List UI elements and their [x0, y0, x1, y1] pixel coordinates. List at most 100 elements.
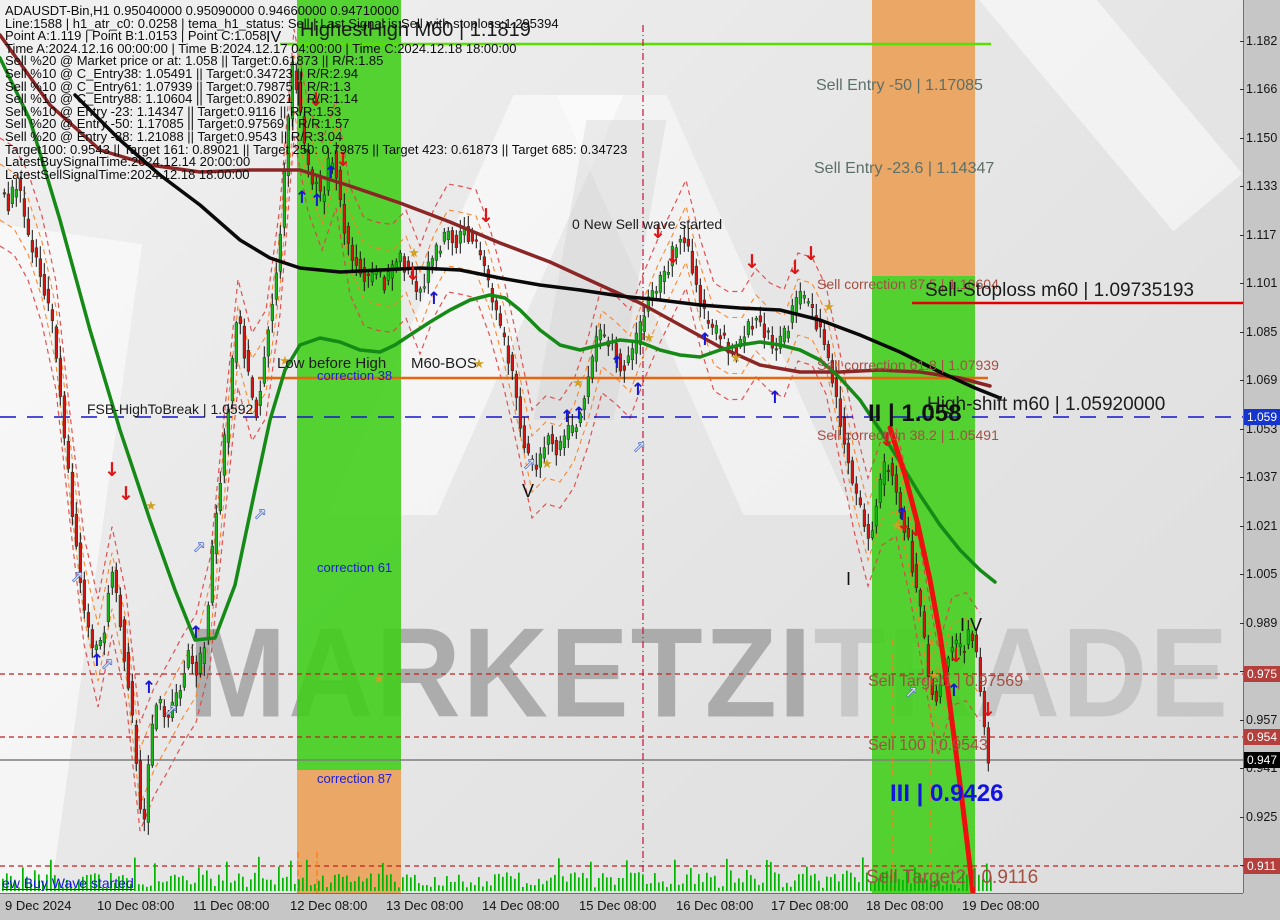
sell-correction-618-label: Sell correction 61.8 | 1.07939: [817, 357, 999, 373]
price-tickmark: [1240, 41, 1244, 42]
info-line-10: Sell %20 @ Entry -88: 1.21088 || Target:…: [5, 128, 343, 144]
sell-correction-382-label: Sell correction 38.2 | 1.05491: [817, 427, 999, 443]
price-tick-1.085: 1.085: [1246, 325, 1278, 339]
info-line-13: LatestSellSignalTime:2024.12.18 18:00:00: [5, 166, 250, 182]
price-tickmark: [1240, 865, 1244, 866]
price-tickmark: [1240, 186, 1244, 187]
candlestick-plot[interactable]: ↓↓↓↓↓↓ ↓ ↓↓↓↓↓↓↓↓↓↑ ↑↑↑↑↑↑↑↑↑↑↑↑↑↑★★★★★★★★★…: [0, 0, 1243, 893]
info-line-6: Sell %10 @ C_Entry61: 1.07939 || Target:…: [5, 78, 351, 94]
sell-entry-50-label: Sell Entry -50 | 1.17085: [816, 77, 983, 94]
date-label: 11 Dec 08:00: [193, 898, 270, 913]
info-line-5: Sell %10 @ C_Entry38: 1.05491 || Target:…: [5, 65, 359, 81]
correction-38-label: correction 38: [317, 368, 393, 383]
svg-text:↑: ↑: [189, 623, 203, 643]
date-label: 16 Dec 08:00: [676, 898, 754, 913]
date-label: 15 Dec 08:00: [579, 898, 657, 913]
svg-text:★: ★: [473, 357, 485, 372]
sell-correction-875-label: Sell correction 87.5 | 1.10604: [817, 276, 999, 292]
price-tickmark: [1240, 720, 1244, 721]
info-line-4: Sell %20 @ Market price or at: 1.058 || …: [5, 53, 384, 69]
price-tick-1.101: 1.101: [1246, 276, 1278, 290]
correction-zone-0: [297, 0, 401, 770]
svg-text:↓: ↓: [803, 243, 819, 265]
svg-text:↑: ↑: [631, 380, 645, 400]
correction-87-label: correction 87: [317, 771, 393, 786]
svg-text:↗: ↗: [192, 538, 205, 557]
price-axis[interactable]: 1.182 1.166 1.150 1.133 1.117 1.101 1.085 1.069…: [1240, 0, 1280, 893]
price-tickmark: [1240, 574, 1244, 575]
price-tick-1.166: 1.166: [1246, 82, 1278, 96]
price-tick-1.117: 1.117: [1246, 228, 1277, 242]
svg-text:↑: ↑: [90, 651, 104, 671]
price-tick-1.005: 1.005: [1246, 567, 1278, 581]
m60-bos-label: M60-BOS: [411, 355, 477, 372]
info-line-12: LatestBuySignalTime:2024.12.14 20:00:00: [5, 154, 251, 170]
svg-text:★: ★: [408, 246, 420, 261]
svg-text:↑: ↑: [427, 289, 441, 309]
svg-text:★: ★: [572, 376, 584, 391]
svg-text:↗: ↗: [522, 455, 535, 474]
sell-target1-label: Sell Target1 | 0.97569: [868, 673, 1024, 690]
svg-text:★: ★: [730, 351, 742, 366]
price-tick-1.133: 1.133: [1246, 179, 1278, 193]
svg-text:↑: ↑: [768, 388, 782, 408]
svg-text:↓: ↓: [665, 246, 681, 268]
svg-text:★: ★: [891, 519, 903, 534]
price-tick-0.957: 0.957: [1246, 713, 1278, 727]
info-line-11: Target100: 0.9543 || Target 161: 0.89021…: [5, 141, 628, 157]
price-tick-1.182: 1.182: [1246, 34, 1278, 48]
fsb-high-label: FSB-HighToBreak | 1.0592: [87, 401, 254, 417]
correction-61-label: correction 61: [317, 560, 393, 575]
sell-100-label: Sell 100 | 0.9543: [868, 737, 988, 754]
price-tick-0.925: 0.925: [1246, 810, 1278, 824]
svg-text:↓: ↓: [879, 429, 895, 451]
time-axis[interactable]: 9 Dec 2024 10 Dec 08:00 11 Dec 08:00 12 Dec…: [0, 893, 1280, 920]
price-tick-1.021: 1.021: [1246, 519, 1278, 533]
price-tickmark: [1240, 671, 1244, 672]
correction-zone-2: [872, 0, 975, 276]
price-tickmark: [1240, 332, 1244, 333]
price-tickmark: [1240, 380, 1244, 381]
svg-text:↗: ↗: [70, 568, 83, 587]
svg-text:↗: ↗: [164, 701, 177, 720]
svg-text:↑: ↑: [324, 163, 338, 183]
svg-text:★: ★: [145, 499, 157, 514]
svg-text:↑: ↑: [560, 407, 574, 427]
wave-i-label: I: [846, 569, 852, 589]
svg-text:↓: ↓: [650, 221, 666, 243]
date-label: 14 Dec 08:00: [482, 898, 560, 913]
wave-iii-label: III | 0.9426: [890, 780, 1004, 807]
info-line-3: Time A:2024.12.16 00:00:00 | Time B:2024…: [5, 40, 517, 56]
svg-text:↗: ↗: [253, 505, 266, 524]
price-tick-1.053: 1.053: [1246, 422, 1278, 436]
svg-text:↓: ↓: [896, 513, 912, 535]
price-tickmark: [1240, 477, 1244, 478]
info-line-0: ADAUSDT-Bin,H1 0.95040000 0.95090000 0.9…: [5, 3, 399, 18]
date-label: 17 Dec 08:00: [771, 898, 849, 913]
info-line-2: Point A:1.119 | Point B:1.0153 | Point C…: [5, 28, 267, 44]
highest-high-label: HighestHigh M60 | 1.1819: [300, 19, 531, 41]
svg-text:↑: ↑: [947, 681, 961, 701]
sell-stoploss-label: Sell-Stoploss m60 | 1.09735193: [925, 280, 1194, 301]
price-tickmark: [1240, 283, 1244, 284]
svg-text:↓: ↓: [405, 263, 421, 285]
price-tickmark: [1240, 768, 1244, 769]
indicator-info-panel: ADAUSDT-Bin,H1 0.95040000 0.95090000 0.9…: [5, 3, 628, 182]
low-before-high-label: Low before High: [277, 355, 387, 372]
chart-area[interactable]: MARKETZITRADE ↓ ↓ ↓ ↓ ↓ ↓ ↓ ↓ ↓ ↓ ↓ ↓ ↓ ↓ ↓ ↓ ↑ ↑ ↑ ↑ ↑ ↑ ↑ ↑ ↑ ↑…: [0, 0, 1243, 893]
price-badge-0.911: 0.911: [1244, 858, 1280, 874]
axis-corner: [1243, 893, 1280, 920]
price-tickmark: [1240, 817, 1244, 818]
svg-text:↑: ↑: [572, 404, 586, 424]
wave-ii-label: II | 1.058: [868, 400, 962, 427]
svg-text:↓: ↓: [980, 699, 996, 721]
svg-text:↓: ↓: [118, 483, 134, 505]
price-badge-1.059: 1.059: [1244, 409, 1280, 425]
info-line-1: Line:1588 | h1_atr_c0: 0.0258 | tema_h1_…: [5, 15, 559, 31]
svg-text:★: ★: [643, 331, 655, 346]
date-label: 19 Dec 08:00: [962, 898, 1040, 913]
date-label: 13 Dec 08:00: [386, 898, 464, 913]
svg-text:↑: ↑: [698, 330, 712, 350]
svg-text:↓: ↓: [308, 89, 324, 111]
